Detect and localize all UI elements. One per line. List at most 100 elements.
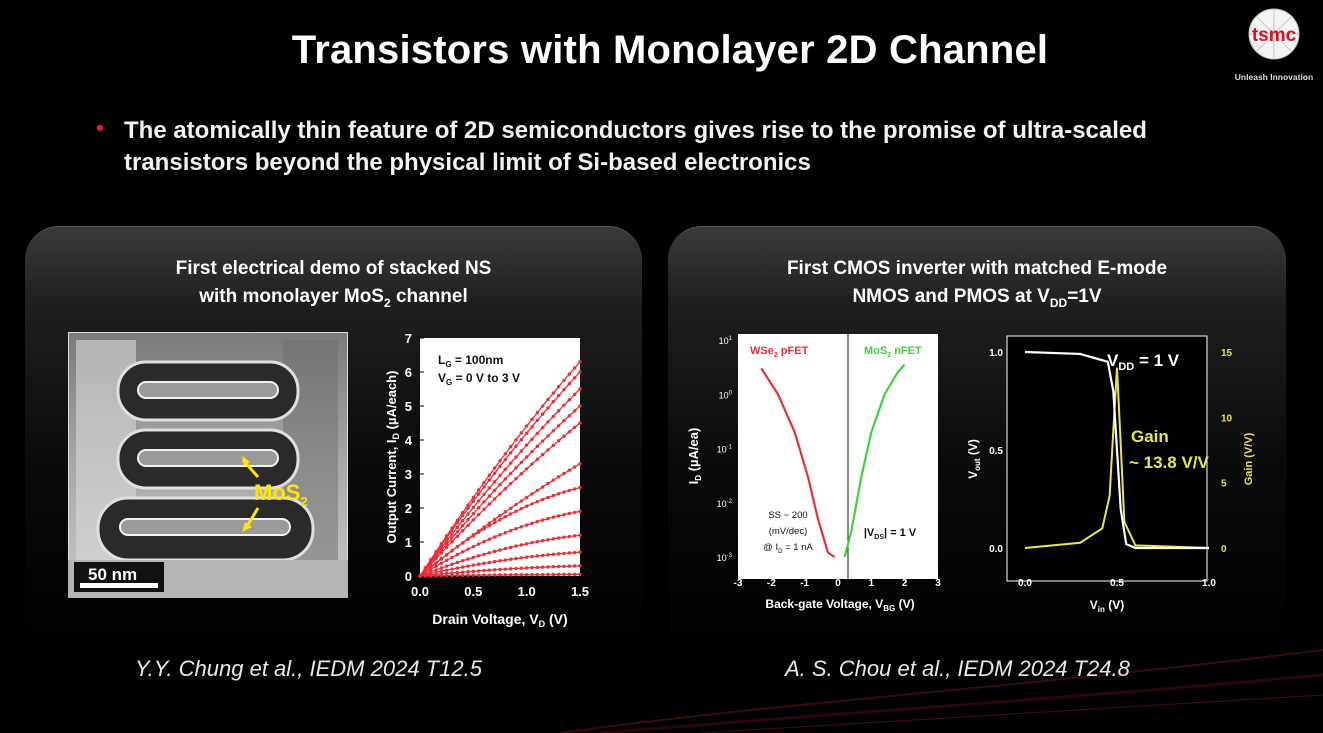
data-point [487,537,492,541]
data-point [455,545,460,549]
x-tick-label: 0.0 [1018,578,1032,589]
data-point [562,434,566,438]
y-tick-label: 0.5 [989,446,1003,457]
data-point [508,567,513,571]
data-point [524,431,529,435]
data-point [540,553,545,558]
y-axis-label: Vout (V) [966,439,982,479]
data-point [503,531,508,535]
legend-mos2: MoS2 nFET [864,345,922,359]
data-point [562,378,566,383]
data-point [482,573,486,577]
data-point [519,525,524,529]
data-point [444,571,449,576]
data-point [428,558,433,562]
data-point [551,391,556,395]
data-point [551,565,556,569]
data-point [551,478,556,482]
data-point [503,510,508,514]
data-point [562,535,566,539]
data-point [428,565,433,570]
x-tick-label: 0.5 [464,584,482,599]
data-point [466,517,470,522]
plot-area [1006,335,1208,582]
data-point [503,467,508,471]
gain-curve [1024,367,1210,549]
x-tick-label: 3 [935,578,941,589]
data-point [508,461,513,465]
data-point [498,559,502,563]
data-point [540,539,545,543]
data-point [546,448,550,452]
data-point [562,512,566,517]
data-point [492,497,497,501]
data-point [434,568,438,572]
data-point [540,439,545,443]
data-point [503,515,508,519]
data-point [514,455,518,459]
data-point [471,573,476,577]
data-point [476,562,481,566]
y-axis-label: Output Current, ID (µA/each) [384,371,401,544]
data-point [498,567,502,572]
data-point [444,553,449,557]
data-point [498,548,502,552]
data-point [578,533,582,537]
data-point [503,477,508,481]
data-point [519,556,524,560]
annotation-vg: VG = 0 V to 3 V [438,371,520,387]
data-point [439,566,444,570]
data-point [540,485,545,489]
data-point [524,424,529,428]
x-tick-label: 0 [835,578,841,589]
data-point [455,570,460,575]
data-point [444,545,449,550]
data-point [567,468,572,472]
annotation-vdd: VDD = 1 V [1107,351,1180,373]
data-point [444,558,449,562]
data-point [460,541,465,545]
data-point [444,564,449,568]
data-point [546,565,550,569]
data-point [466,523,470,527]
data-point [524,542,529,546]
data-point [567,488,572,493]
y2-tick-label: 5 [1221,479,1227,490]
data-point [572,510,577,515]
data-point [444,568,449,572]
data-point [439,557,444,561]
data-point [455,525,460,530]
data-point [434,561,438,565]
data-point [508,557,513,561]
y-tick-label: 10-3 [717,553,733,563]
data-point [556,408,561,413]
data-point [524,572,529,577]
data-point [524,467,529,471]
inverter-vtc-chart: 0.0 0.5 1.0 0 5 10 15 0.0 0.5 1.0 VDD = 1 V Gain … [966,335,1255,614]
data-point [450,562,454,566]
data-point [482,552,486,556]
data-point [578,387,582,391]
data-point [535,565,540,570]
y-tick-label: 1 [405,535,412,550]
data-point [460,565,465,569]
data-point [514,466,518,470]
data-point [530,425,534,429]
data-point [524,566,529,570]
data-point [578,421,582,425]
y-tick-label: 3 [405,467,412,482]
data-point [487,473,492,477]
data-point [508,528,513,533]
bullet-dot-icon: • [96,115,104,140]
data-point [455,534,460,538]
data-point [578,360,582,364]
data-point [466,573,470,577]
data-point [572,409,577,413]
data-point [540,497,545,502]
data-point [482,500,486,504]
data-point [492,559,497,564]
data-point [578,462,582,466]
right-heading-line2: NMOS and PMOS at VDD=1V [852,286,1102,310]
data-point [466,547,470,551]
data-point [562,490,566,494]
